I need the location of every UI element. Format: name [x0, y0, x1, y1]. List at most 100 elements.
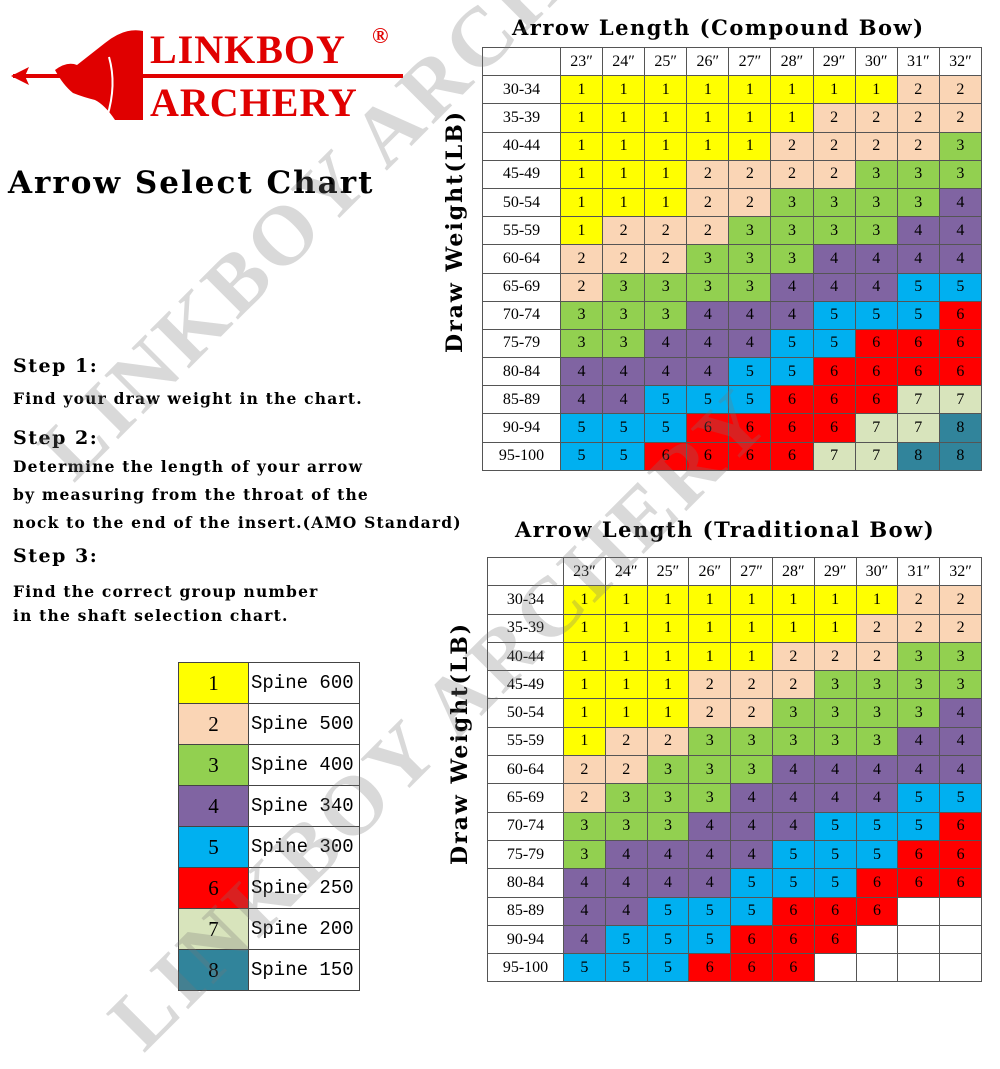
legend-row: 2 Spine 500 — [178, 703, 360, 745]
table-row: 30-34 1 1 1 1 1 1 1 1 2 2 — [482, 75, 983, 105]
row-header: 55-59 — [482, 216, 561, 246]
group-cell: 5 — [646, 953, 690, 983]
row-header: 45-49 — [482, 159, 561, 189]
group-cell: 4 — [644, 328, 688, 359]
group-cell: 1 — [770, 75, 814, 105]
group-cell: 5 — [770, 357, 814, 387]
group-cell: 3 — [812, 187, 856, 218]
group-cell: 4 — [812, 272, 856, 302]
group-cell: 3 — [644, 300, 688, 330]
group-cell: 3 — [896, 187, 940, 218]
group-cell: 4 — [728, 300, 772, 330]
group-cell — [897, 953, 941, 983]
group-cell: 1 — [812, 75, 856, 105]
group-cell: 5 — [812, 300, 856, 330]
legend-row: 6 Spine 250 — [178, 867, 360, 909]
group-cell: 3 — [771, 726, 815, 757]
group-cell: 3 — [770, 244, 814, 274]
group-cell: 4 — [854, 272, 898, 302]
group-cell: 6 — [813, 896, 857, 926]
group-cell: 4 — [686, 328, 730, 359]
table-row: 75-79 3 3 4 4 4 5 5 6 6 6 — [482, 328, 983, 359]
group-cell: 1 — [604, 613, 648, 643]
group-cell: 1 — [563, 641, 606, 672]
group-cell: 1 — [646, 641, 690, 672]
group-cell: 3 — [644, 272, 688, 302]
group-cell: 6 — [728, 441, 772, 471]
group-cell: 1 — [646, 698, 690, 728]
group-cell: 3 — [602, 328, 646, 359]
column-header: 28″ — [771, 556, 815, 587]
table-row: 40-44 1 1 1 1 1 2 2 2 2 3 — [482, 131, 983, 161]
group-cell: 4 — [730, 839, 773, 870]
group-cell: 7 — [812, 441, 856, 471]
group-cell: 3 — [730, 726, 773, 757]
group-cell: 4 — [559, 385, 604, 415]
legend-label: Spine 250 — [248, 867, 360, 909]
row-header: 65-69 — [482, 272, 561, 302]
logo-line1: LINKBOY — [150, 27, 346, 72]
legend-row: 3 Spine 400 — [178, 744, 360, 786]
group-cell: 4 — [728, 328, 772, 359]
group-cell: 2 — [688, 698, 732, 728]
group-cell: 2 — [812, 103, 856, 133]
group-cell: 2 — [646, 726, 690, 757]
group-cell: 2 — [896, 75, 940, 105]
group-cell: 6 — [854, 328, 898, 359]
group-cell: 5 — [812, 328, 856, 359]
group-cell: 2 — [686, 159, 730, 189]
group-cell: 3 — [563, 811, 606, 841]
group-cell: 4 — [897, 726, 941, 757]
group-cell: 5 — [728, 357, 772, 387]
group-cell: 5 — [563, 953, 606, 983]
group-cell: 4 — [602, 385, 646, 415]
group-cell: 1 — [604, 698, 648, 728]
group-cell: 6 — [855, 868, 899, 898]
group-cell: 3 — [855, 670, 899, 700]
row-header: 90-94 — [487, 924, 564, 955]
group-cell: 3 — [854, 216, 898, 246]
group-cell: 5 — [688, 896, 732, 926]
group-cell: 4 — [771, 755, 815, 785]
group-cell: 2 — [854, 131, 898, 161]
legend-row: 7 Spine 200 — [178, 908, 360, 950]
group-cell: 1 — [686, 103, 730, 133]
group-cell: 1 — [646, 613, 690, 643]
traditional-bow-table: 23″ 24″ 25″ 26″ 27″ 28″ 29″ 30″ 31″ 32″ 30-34 1 1 1 1 1… — [487, 556, 982, 983]
table-row: 35-39 1 1 1 1 1 1 1 2 2 2 — [487, 613, 982, 643]
column-header: 29″ — [813, 556, 857, 587]
group-cell: 3 — [897, 641, 941, 672]
group-cell: 4 — [730, 783, 773, 813]
legend-row: 1 Spine 600 — [178, 662, 360, 704]
group-cell: 1 — [559, 187, 604, 218]
group-cell: 4 — [688, 868, 732, 898]
group-cell: 6 — [730, 953, 773, 983]
spine-legend: 1 Spine 600 2 Spine 500 3 Spine 400 4 Spine 340… — [178, 662, 360, 991]
group-cell: 4 — [563, 924, 606, 955]
group-cell: 1 — [686, 131, 730, 161]
group-cell: 3 — [728, 244, 772, 274]
table-row: 35-39 1 1 1 1 1 1 2 2 2 2 — [482, 103, 983, 133]
group-cell: 1 — [771, 585, 815, 615]
traditional-row-axis-label: Draw Weight(LB) — [447, 621, 473, 865]
group-cell: 5 — [730, 868, 773, 898]
row-header: 45-49 — [487, 670, 564, 700]
group-cell: 4 — [939, 726, 982, 757]
group-cell: 1 — [686, 75, 730, 105]
table-row: 85-89 4 4 5 5 5 6 6 6 — [487, 896, 982, 926]
group-cell: 5 — [854, 300, 898, 330]
group-cell: 6 — [854, 357, 898, 387]
group-cell: 3 — [730, 755, 773, 785]
group-cell: 3 — [897, 698, 941, 728]
table-row: 45-49 1 1 1 2 2 2 2 3 3 3 — [482, 159, 983, 189]
group-cell: 3 — [770, 216, 814, 246]
group-cell: 4 — [602, 357, 646, 387]
group-cell: 5 — [644, 413, 688, 443]
group-cell: 1 — [559, 131, 604, 161]
table-row: 65-69 2 3 3 3 3 4 4 4 5 5 — [482, 272, 983, 302]
group-cell: 6 — [770, 385, 814, 415]
group-cell: 3 — [854, 159, 898, 189]
group-cell: 1 — [688, 641, 732, 672]
group-cell: 2 — [770, 159, 814, 189]
group-cell — [939, 896, 982, 926]
